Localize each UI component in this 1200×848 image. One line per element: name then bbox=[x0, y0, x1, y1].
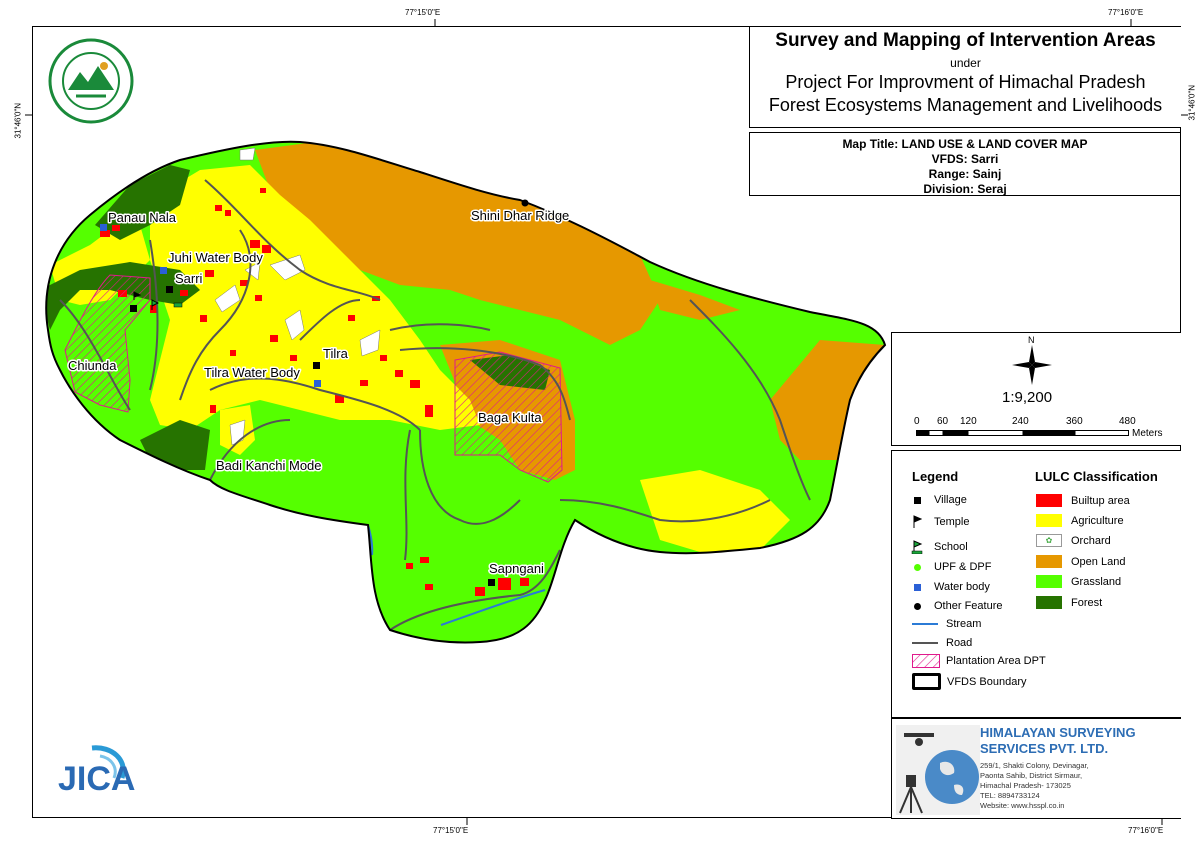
roads bbox=[59, 179, 811, 631]
green-dot-icon bbox=[906, 563, 928, 571]
scale-tick-60: 60 bbox=[937, 416, 949, 427]
legend-road: Road bbox=[912, 637, 972, 649]
lulc-heading: LULC Classification bbox=[1035, 469, 1158, 484]
surveying-logo-icon bbox=[896, 725, 980, 815]
legend-block: Legend LULC Classification Village Templ… bbox=[891, 450, 1181, 718]
legend-other-feature: Other Feature bbox=[906, 600, 1002, 612]
title-line3: Project For Improvment of Himachal Prade… bbox=[785, 72, 1146, 92]
company-name-line2: SERVICES PVT. LTD. bbox=[980, 741, 1109, 756]
forest-sarri bbox=[46, 262, 200, 330]
lulc-grassland: Grassland bbox=[1036, 575, 1121, 588]
open-land-swatch bbox=[1036, 555, 1062, 568]
forest-northwest bbox=[95, 165, 190, 240]
boundary-box-icon bbox=[912, 673, 941, 690]
grassland-swatch bbox=[1036, 575, 1062, 588]
jica-logo bbox=[91, 745, 126, 779]
scale-ratio: 1:9,200 bbox=[1002, 389, 1053, 406]
blue-line-icon bbox=[912, 623, 938, 625]
label-shini: Shini Dhar Ridge bbox=[471, 208, 569, 223]
scale-tick-480: 480 bbox=[1119, 416, 1136, 427]
legend-village: Village bbox=[906, 494, 967, 506]
label-tilra-wb: Tilra Water Body bbox=[204, 365, 300, 380]
school-flag-icon bbox=[906, 540, 928, 554]
range-name: Range: Sainj bbox=[928, 167, 1002, 181]
orchard-swatch: ✿ bbox=[1036, 534, 1062, 547]
agriculture-main bbox=[150, 165, 480, 430]
label-panau-nala: Panau Nala bbox=[108, 210, 177, 225]
title-line4: Forest Ecosystems Management and Livelih… bbox=[768, 95, 1163, 115]
scale-tick-240: 240 bbox=[1012, 416, 1029, 427]
north-label: N bbox=[1028, 335, 1035, 345]
company-block: HIMALAYAN SURVEYING SERVICES PVT. LTD. 2… bbox=[891, 718, 1181, 819]
label-baga: Baga Kulta bbox=[478, 410, 542, 425]
title-line1: Survey and Mapping of Intervention Areas bbox=[775, 30, 1156, 51]
open-land-east2 bbox=[650, 280, 740, 320]
legend-upf-dpf: UPF & DPF bbox=[906, 561, 991, 573]
agriculture-swatch bbox=[1036, 514, 1062, 527]
open-land-ridge bbox=[255, 141, 660, 345]
company-name-line1: HIMALAYAN SURVEYING bbox=[980, 725, 1136, 740]
scale-tick-360: 360 bbox=[1066, 416, 1083, 427]
grey-line-icon bbox=[912, 642, 938, 644]
plantation-chiunda bbox=[64, 274, 151, 413]
map-info-block: Map Title: LAND USE & LAND COVER MAP VFD… bbox=[749, 132, 1180, 196]
jica-text: JICA bbox=[58, 760, 136, 798]
legend-stream: Stream bbox=[912, 618, 981, 630]
coord-bottom-right: 77°16'0"E bbox=[1128, 826, 1164, 835]
division-name: Division: Seraj bbox=[923, 182, 1007, 196]
open-land-east bbox=[770, 340, 885, 460]
legend-school: School bbox=[906, 540, 968, 554]
orchard-patches bbox=[214, 147, 381, 446]
company-address: 259/1, Shakti Colony, Devinagar, Paonta … bbox=[980, 761, 1089, 810]
coord-top-right: 77°16'0"E bbox=[1108, 8, 1144, 17]
lulc-forest: Forest bbox=[1036, 596, 1102, 609]
title-line2: under bbox=[950, 56, 981, 70]
label-tilra: Tilra bbox=[323, 346, 349, 361]
lulc-open-land: Open Land bbox=[1036, 555, 1125, 568]
label-sarri: Sarri bbox=[175, 271, 203, 286]
scale-tick-120: 120 bbox=[960, 416, 977, 427]
builtup-swatch bbox=[1036, 494, 1062, 507]
legend-temple: Temple bbox=[906, 515, 969, 528]
legend-water-body: Water body bbox=[906, 581, 990, 593]
north-arrow-icon bbox=[1012, 345, 1052, 385]
legend-heading: Legend bbox=[912, 469, 959, 484]
lulc-builtup: Builtup area bbox=[1036, 494, 1130, 507]
hatched-box-icon bbox=[912, 654, 940, 668]
scale-bar bbox=[916, 430, 1129, 436]
label-juhi: Juhi Water Body bbox=[168, 250, 263, 265]
plantation-baga bbox=[454, 351, 563, 483]
village-square-icon bbox=[906, 496, 928, 504]
map-title: Map Title: LAND USE & LAND COVER MAP bbox=[842, 137, 1088, 151]
scale-unit: Meters bbox=[1132, 428, 1163, 439]
legend-plantation: Plantation Area DPT bbox=[912, 654, 1046, 668]
forest-swatch bbox=[1036, 596, 1062, 609]
coord-bottom-left: 77°15'0"E bbox=[433, 826, 469, 835]
label-chiunda: Chiunda bbox=[68, 358, 117, 373]
legend-vfds-boundary: VFDS Boundary bbox=[912, 673, 1026, 690]
label-sapngani: Sapngani bbox=[489, 561, 544, 576]
temple-flag-icon bbox=[906, 515, 928, 528]
title-block: Survey and Mapping of Intervention Areas… bbox=[749, 27, 1181, 128]
map-symbols bbox=[100, 199, 529, 586]
stream-south bbox=[440, 589, 546, 626]
agriculture-southeast bbox=[640, 470, 790, 552]
lulc-orchard: ✿ Orchard bbox=[1036, 534, 1111, 547]
scale-tick-0: 0 bbox=[914, 416, 920, 427]
black-dot-icon bbox=[906, 602, 928, 610]
forest-department-emblem bbox=[48, 38, 134, 124]
label-badi: Badi Kanchi Mode bbox=[216, 458, 322, 473]
lulc-agriculture: Agriculture bbox=[1036, 514, 1124, 527]
blue-square-icon bbox=[906, 583, 928, 591]
vfds-name: VFDS: Sarri bbox=[931, 152, 999, 166]
coord-top-left: 77°15'0"E bbox=[405, 8, 441, 17]
scale-block: N 1:9,200 0 60 120 240 360 480 Meters bbox=[891, 332, 1181, 446]
